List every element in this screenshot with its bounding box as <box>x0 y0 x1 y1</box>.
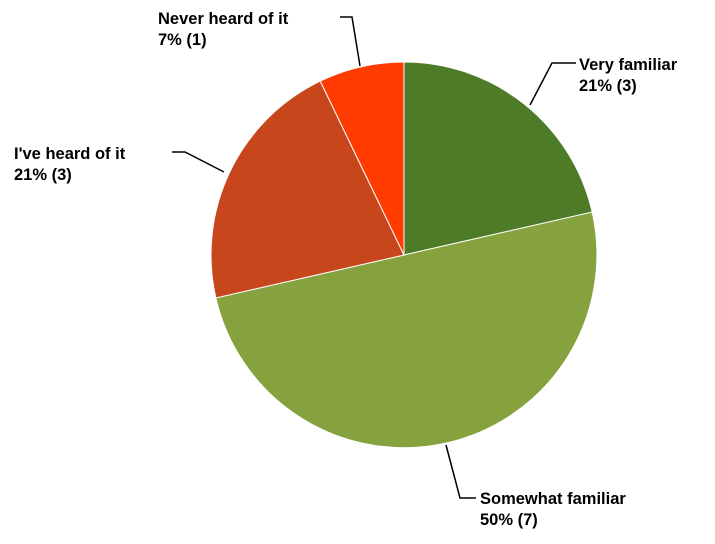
slice-label-i-ve-heard-of-it: I've heard of it <box>14 145 126 163</box>
pie-slice-never-heard-of-it <box>319 61 405 256</box>
leader-line-never-heard-of-it <box>340 16 361 67</box>
slice-label-never-heard-of-it: Never heard of it <box>158 10 289 28</box>
slice-percent-never-heard-of-it: 7% (1) <box>158 31 207 49</box>
slice-percent-somewhat-familiar: 50% (7) <box>480 511 538 529</box>
pie-slice-very-familiar <box>403 61 593 256</box>
leader-line-i-ve-heard-of-it <box>172 151 225 173</box>
slice-percent-very-familiar: 21% (3) <box>579 77 637 95</box>
leader-lines <box>172 16 576 499</box>
pie-slice-somewhat-familiar <box>215 211 598 449</box>
leader-line-very-familiar <box>529 62 576 106</box>
pie-slices <box>210 61 598 449</box>
slice-label-somewhat-familiar: Somewhat familiar <box>480 490 626 508</box>
slice-labels: Very familiar 21% (3) Somewhat familiar 50%… <box>14 10 678 529</box>
slice-label-very-familiar: Very familiar <box>579 56 678 74</box>
leader-line-somewhat-familiar <box>445 444 476 499</box>
pie-slice-i-ve-heard-of-it <box>210 80 405 299</box>
slice-percent-i-ve-heard-of-it: 21% (3) <box>14 166 72 184</box>
